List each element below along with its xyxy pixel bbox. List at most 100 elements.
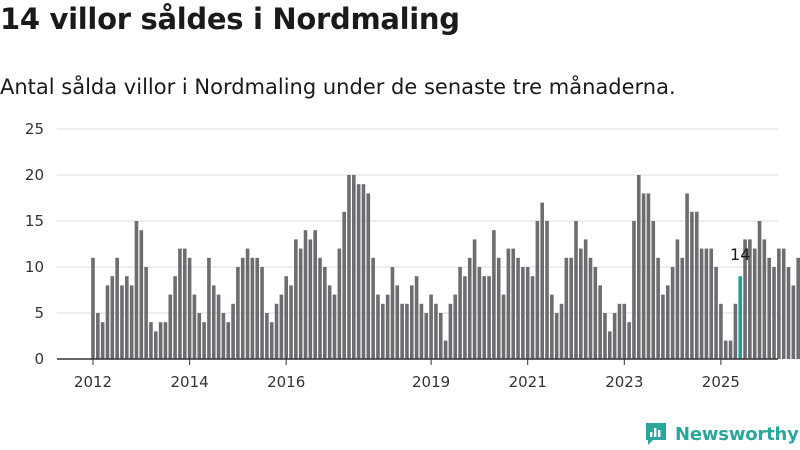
- bar: [245, 248, 250, 359]
- bar: [651, 221, 656, 359]
- bar: [134, 221, 139, 359]
- bar: [400, 303, 404, 359]
- bar: [685, 193, 689, 359]
- bar: [211, 285, 216, 359]
- bar: [163, 322, 168, 359]
- bar: [409, 285, 414, 359]
- bar: [608, 331, 612, 359]
- y-tick-label: 15: [25, 212, 44, 230]
- bar: [260, 267, 264, 359]
- bar: [530, 276, 535, 359]
- bar: [617, 303, 622, 359]
- bar: [714, 267, 718, 359]
- bar: [347, 175, 351, 359]
- bar: [434, 303, 438, 359]
- y-tick-label: 0: [34, 350, 44, 368]
- bar: [588, 257, 593, 359]
- bar: [791, 285, 796, 359]
- bar: [796, 257, 800, 359]
- bar: [91, 257, 95, 359]
- x-tick-label: 2014: [171, 373, 209, 391]
- bar: [743, 239, 747, 359]
- bar: [284, 276, 288, 359]
- bar: [453, 294, 458, 359]
- bar: [627, 322, 631, 359]
- bar: [202, 322, 206, 359]
- bar: [395, 285, 400, 359]
- bar: [482, 276, 487, 359]
- bar: [390, 267, 395, 359]
- bar: [554, 313, 559, 359]
- bar: [129, 285, 134, 359]
- x-tick-label: 2012: [74, 373, 112, 391]
- bar: [603, 313, 607, 359]
- bar: [303, 230, 308, 359]
- bar: [598, 285, 602, 359]
- bar: [327, 285, 332, 359]
- bar: [448, 303, 453, 359]
- bar: [236, 267, 240, 359]
- bar: [767, 257, 771, 359]
- bar: [463, 276, 467, 359]
- bar: [665, 285, 670, 359]
- bar: [583, 239, 588, 359]
- highlight-value-label: 14: [730, 245, 750, 264]
- x-tick-label: 2023: [605, 373, 643, 391]
- bar: [699, 248, 704, 359]
- newsworthy-logo[interactable]: Newsworthy: [644, 420, 799, 448]
- bar: [540, 202, 544, 359]
- bar: [496, 257, 501, 359]
- bar: [356, 184, 361, 359]
- bar: [115, 257, 119, 359]
- bar: [704, 248, 709, 359]
- bar: [675, 239, 680, 359]
- bar: [492, 230, 496, 359]
- bar: [96, 313, 100, 359]
- bar: [506, 248, 511, 359]
- bars: [91, 175, 800, 359]
- bar: [545, 221, 549, 359]
- bar: [187, 257, 192, 359]
- bar: [636, 175, 641, 359]
- bar: [139, 230, 144, 359]
- bar: [376, 294, 380, 359]
- bar: [723, 340, 728, 359]
- bar: [125, 276, 129, 359]
- bar: [511, 248, 516, 359]
- y-axis-ticks: 0 5 10 15 20 25: [25, 120, 44, 368]
- y-tick-label: 20: [25, 166, 44, 184]
- newsworthy-logo-icon: [646, 423, 666, 445]
- bar: [226, 322, 231, 359]
- bar: [694, 211, 699, 359]
- bar: [467, 257, 472, 359]
- bar: [221, 313, 226, 359]
- bar: [337, 248, 342, 359]
- bar: [298, 248, 303, 359]
- bar: [342, 211, 346, 359]
- bar: [274, 303, 279, 359]
- bar: [323, 267, 327, 359]
- bar: [313, 230, 317, 359]
- bar: [424, 313, 429, 359]
- annotations: 14: [730, 245, 750, 264]
- bar: [752, 248, 757, 359]
- x-tick-label: 2021: [509, 373, 547, 391]
- chart-title: 14 villor såldes i Nordmaling: [0, 2, 460, 36]
- bar: [525, 267, 530, 359]
- bar: [419, 303, 424, 359]
- bar: [622, 303, 627, 359]
- bar: [158, 322, 163, 359]
- bar: [361, 184, 366, 359]
- bar: [178, 248, 182, 359]
- bar: [405, 303, 409, 359]
- bar: [110, 276, 115, 359]
- brand-name: Newsworthy: [675, 423, 799, 445]
- bar: [381, 303, 385, 359]
- bar: [516, 257, 520, 359]
- bar: [521, 267, 525, 359]
- bar: [289, 285, 293, 359]
- bar: [564, 257, 569, 359]
- bar: [216, 294, 221, 359]
- bar: [762, 239, 767, 359]
